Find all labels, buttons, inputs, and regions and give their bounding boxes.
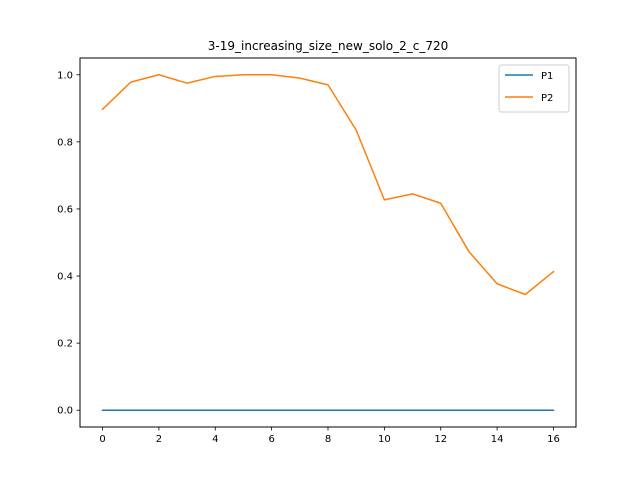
x-tick-label: 2 [156,434,162,445]
legend-label-p1: P1 [541,71,553,82]
y-axis: 0.0 0.2 0.4 0.6 0.8 1.0 [57,70,80,417]
y-tick-label: 0.0 [57,406,73,417]
x-tick-label: 8 [325,434,331,445]
x-tick-label: 16 [547,434,560,445]
plot-lines [101,74,555,411]
y-tick-label: 0.8 [57,137,73,148]
x-tick-label: 0 [99,434,105,445]
y-tick-label: 0.6 [57,204,73,215]
x-tick-label: 14 [491,434,504,445]
legend: P1 P2 [498,64,570,113]
x-tick-label: 12 [434,434,447,445]
x-tick-label: 10 [378,434,391,445]
plot-frame [79,57,577,428]
y-tick-label: 1.0 [57,70,73,81]
chart-title: 3-19_increasing_size_new_solo_2_c_720 [208,39,448,53]
x-tick-label: 6 [268,434,274,445]
series-line-p2 [101,74,555,296]
y-tick-label: 0.4 [57,272,73,283]
y-tick-label: 0.2 [57,339,73,350]
legend-label-p2: P2 [541,93,553,104]
x-tick-label: 4 [212,434,218,445]
x-axis: 0 2 4 6 8 10 12 14 16 [99,427,560,445]
legend-box [498,64,570,113]
